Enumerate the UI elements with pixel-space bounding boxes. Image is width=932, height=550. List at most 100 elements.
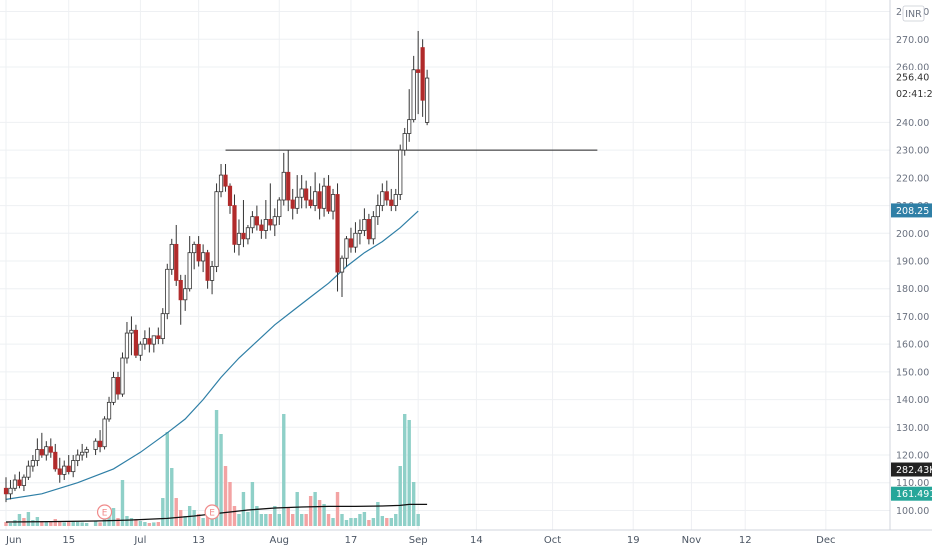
candle-up xyxy=(183,288,188,301)
volume-bar xyxy=(179,510,183,526)
volume-bar xyxy=(250,482,255,526)
currency-label: INR xyxy=(905,9,922,20)
volume-bar xyxy=(107,512,111,526)
time-tick-label: Jun xyxy=(5,535,22,546)
volume-bar xyxy=(362,512,367,526)
candle-up xyxy=(425,77,430,123)
volume-ma-line xyxy=(5,503,428,523)
moving-average xyxy=(5,210,419,500)
price-tick-label: 110.00 xyxy=(896,478,929,489)
volume-bar xyxy=(353,518,358,526)
volume-bar xyxy=(326,514,331,526)
volume-bar xyxy=(8,523,13,526)
candle-down xyxy=(39,449,44,456)
candle-up xyxy=(411,69,416,121)
candle-up xyxy=(218,174,224,193)
volume-bar xyxy=(138,521,143,526)
price-tick-label: 200.00 xyxy=(896,229,929,240)
volume-bar xyxy=(304,514,308,526)
candle-up xyxy=(402,133,407,151)
volume-pane xyxy=(4,410,428,526)
candle-up xyxy=(165,268,170,315)
volume-bar xyxy=(183,516,187,526)
price-tick-label: 270.00 xyxy=(896,35,929,46)
candle-up xyxy=(12,479,18,489)
candle-up xyxy=(8,487,13,495)
volume-bar xyxy=(116,518,120,526)
candle-up xyxy=(106,401,112,420)
candle-up xyxy=(209,266,215,281)
candle-up xyxy=(277,199,282,218)
candle-up xyxy=(169,243,174,270)
candle-up xyxy=(353,232,358,248)
candle-up xyxy=(357,230,363,234)
price-tick-label: 120.00 xyxy=(896,451,929,462)
volume-bar xyxy=(62,522,66,526)
volume-bar xyxy=(282,414,286,526)
price-tags: 256.40 02:41:22 208.25 282.43K 161.491K xyxy=(891,69,932,501)
candle-up xyxy=(80,451,85,456)
candle-down xyxy=(53,451,58,470)
price-tick-label: 170.00 xyxy=(896,312,929,323)
volume-bar xyxy=(44,522,49,526)
price-tick-label: 150.00 xyxy=(896,367,929,378)
candle-up xyxy=(214,191,219,267)
candle-down xyxy=(17,479,22,486)
candle-down xyxy=(254,216,259,226)
volume-bar xyxy=(111,508,116,526)
candle-down xyxy=(286,171,291,201)
volume-bar xyxy=(156,522,161,526)
earnings-marker xyxy=(204,504,220,520)
candle-down xyxy=(420,47,425,101)
candle-up xyxy=(30,460,35,467)
volume-bar xyxy=(174,498,178,526)
candle-down xyxy=(259,224,264,231)
candle-down xyxy=(290,199,295,209)
price-tag-bg xyxy=(891,86,932,101)
volume-bar xyxy=(53,519,57,526)
candle-up xyxy=(192,243,197,254)
price-tick-label: 220.00 xyxy=(896,173,929,184)
volume-bar xyxy=(367,520,371,526)
volume-bar xyxy=(143,522,147,526)
candle-up xyxy=(111,377,116,403)
volume-bar xyxy=(125,516,129,526)
candle-up xyxy=(142,338,147,345)
moving-average-line xyxy=(5,210,419,500)
volume-bar xyxy=(228,482,232,526)
time-tick-label: Sep xyxy=(409,535,428,546)
volume-bar xyxy=(241,492,246,526)
candle-down xyxy=(317,191,322,209)
price-tag-bg xyxy=(891,486,932,501)
price-tag-label: 256.40 xyxy=(896,72,929,83)
volume-bar xyxy=(134,519,138,526)
time-tick-label: 14 xyxy=(470,535,483,546)
volume-bar xyxy=(344,520,349,526)
time-tick-label: 19 xyxy=(627,535,640,546)
candle-down xyxy=(304,188,309,201)
volume-bar xyxy=(389,518,393,526)
volume-bar xyxy=(268,514,273,526)
volume-bar xyxy=(264,514,268,526)
candle-up xyxy=(62,465,67,475)
volume-bar xyxy=(161,498,165,526)
time-tick-label: Oct xyxy=(544,535,561,546)
candle-down xyxy=(366,219,371,240)
candle-up xyxy=(313,191,318,206)
candle-down xyxy=(147,338,152,345)
price-tick-label: 140.00 xyxy=(896,395,929,406)
currency-box xyxy=(902,5,925,22)
price-tag-label: 02:41:22 xyxy=(896,89,932,100)
time-tick-label: Aug xyxy=(270,535,290,546)
candle-up xyxy=(398,149,403,195)
candle-up xyxy=(44,446,49,456)
volume-bar xyxy=(291,514,295,526)
price-tick-label: 190.00 xyxy=(896,257,929,268)
candle-up xyxy=(201,252,206,262)
candle-up xyxy=(393,194,398,206)
price-tick-label: 230.00 xyxy=(896,146,929,157)
candle-down xyxy=(335,194,340,273)
